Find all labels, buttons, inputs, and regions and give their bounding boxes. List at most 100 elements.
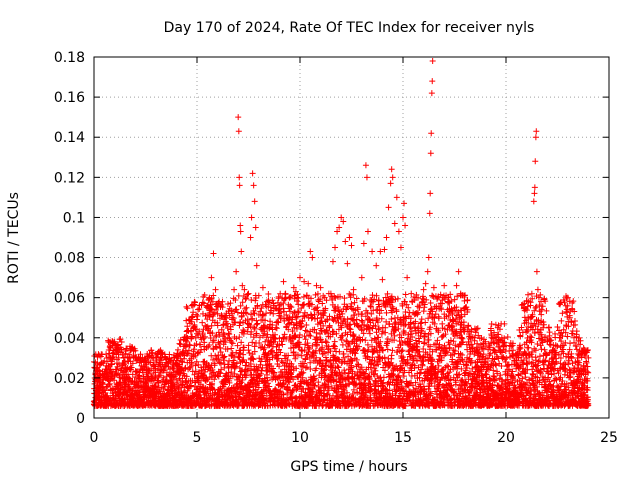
data-point: [228, 369, 235, 376]
data-point: [300, 293, 307, 300]
data-point: [307, 333, 314, 340]
data-point: [302, 341, 309, 348]
data-point: [279, 359, 286, 366]
data-point: [251, 310, 258, 317]
data-point: [321, 309, 328, 316]
data-point: [173, 376, 180, 383]
data-point: [311, 382, 318, 389]
data-point: [232, 363, 239, 370]
points-layer: [90, 58, 592, 409]
data-point: [263, 392, 270, 399]
data-point: [215, 356, 222, 363]
data-point: [193, 316, 200, 323]
data-point: [366, 330, 373, 337]
data-point: [455, 372, 462, 379]
data-point: [325, 387, 332, 394]
data-point: [253, 363, 260, 370]
data-point: [323, 339, 330, 346]
data-point: [249, 315, 256, 322]
data-point: [182, 378, 189, 385]
data-point: [199, 299, 206, 306]
data-point: [218, 312, 225, 319]
data-point: [114, 348, 121, 355]
data-point: [288, 393, 295, 400]
data-point: [276, 342, 283, 349]
data-point: [220, 354, 227, 361]
data-point: [313, 365, 320, 372]
data-point: [260, 322, 267, 329]
data-point: [227, 326, 234, 333]
data-point: [273, 325, 280, 332]
data-point: [207, 334, 214, 341]
data-point: [295, 309, 302, 316]
data-point: [136, 375, 143, 382]
data-point: [228, 307, 235, 314]
data-point: [240, 356, 247, 363]
data-point: [326, 313, 333, 320]
data-point: [292, 314, 299, 321]
data-point: [230, 315, 237, 322]
data-point: [247, 323, 254, 330]
data-point: [277, 387, 284, 394]
data-point: [307, 359, 314, 366]
data-point: [302, 327, 309, 334]
data-point: [240, 347, 247, 354]
data-point: [228, 352, 235, 359]
data-point: [132, 347, 139, 354]
data-point: [277, 349, 284, 356]
data-point: [106, 380, 113, 387]
data-point: [287, 308, 294, 315]
data-point: [186, 341, 193, 348]
data-point: [218, 366, 225, 373]
data-point: [313, 329, 320, 336]
data-point: [488, 320, 495, 327]
data-point: [115, 341, 122, 348]
data-point: [143, 379, 150, 386]
data-point: [276, 363, 283, 370]
data-point: [317, 398, 324, 405]
data-point: [334, 315, 341, 322]
data-point: [335, 307, 342, 314]
data-point: [137, 351, 144, 358]
data-point: [118, 338, 125, 345]
data-point: [224, 346, 231, 353]
data-point: [190, 309, 197, 316]
data-point: [183, 303, 190, 310]
data-point: [320, 367, 327, 374]
data-point: [193, 358, 200, 365]
data-point: [246, 349, 253, 356]
data-point: [277, 309, 284, 316]
data-point: [205, 325, 212, 332]
data-point: [249, 339, 256, 346]
data-point: [150, 362, 157, 369]
data-point: [240, 344, 247, 351]
data-point: [233, 335, 240, 342]
data-point: [305, 348, 312, 355]
data-point: [299, 374, 306, 381]
data-point: [155, 373, 162, 380]
data-point: [183, 373, 190, 380]
data-point: [236, 391, 243, 398]
data-point: [186, 364, 193, 371]
data-point: [302, 336, 309, 343]
data-point: [260, 311, 267, 318]
data-point: [149, 349, 156, 356]
data-point: [264, 374, 271, 381]
data-point: [199, 319, 206, 326]
data-point: [242, 296, 249, 303]
data-point: [243, 310, 250, 317]
data-point: [335, 364, 342, 371]
data-point: [210, 356, 217, 363]
data-point: [213, 306, 220, 313]
data-point: [287, 345, 294, 352]
data-point: [321, 348, 328, 355]
data-point: [287, 370, 294, 377]
data-point: [332, 295, 339, 302]
data-point: [271, 335, 278, 342]
data-point: [322, 305, 329, 312]
data-point: [362, 337, 369, 344]
data-point: [347, 326, 354, 333]
data-point: [188, 382, 195, 389]
data-point: [214, 322, 221, 329]
data-point: [192, 326, 199, 333]
